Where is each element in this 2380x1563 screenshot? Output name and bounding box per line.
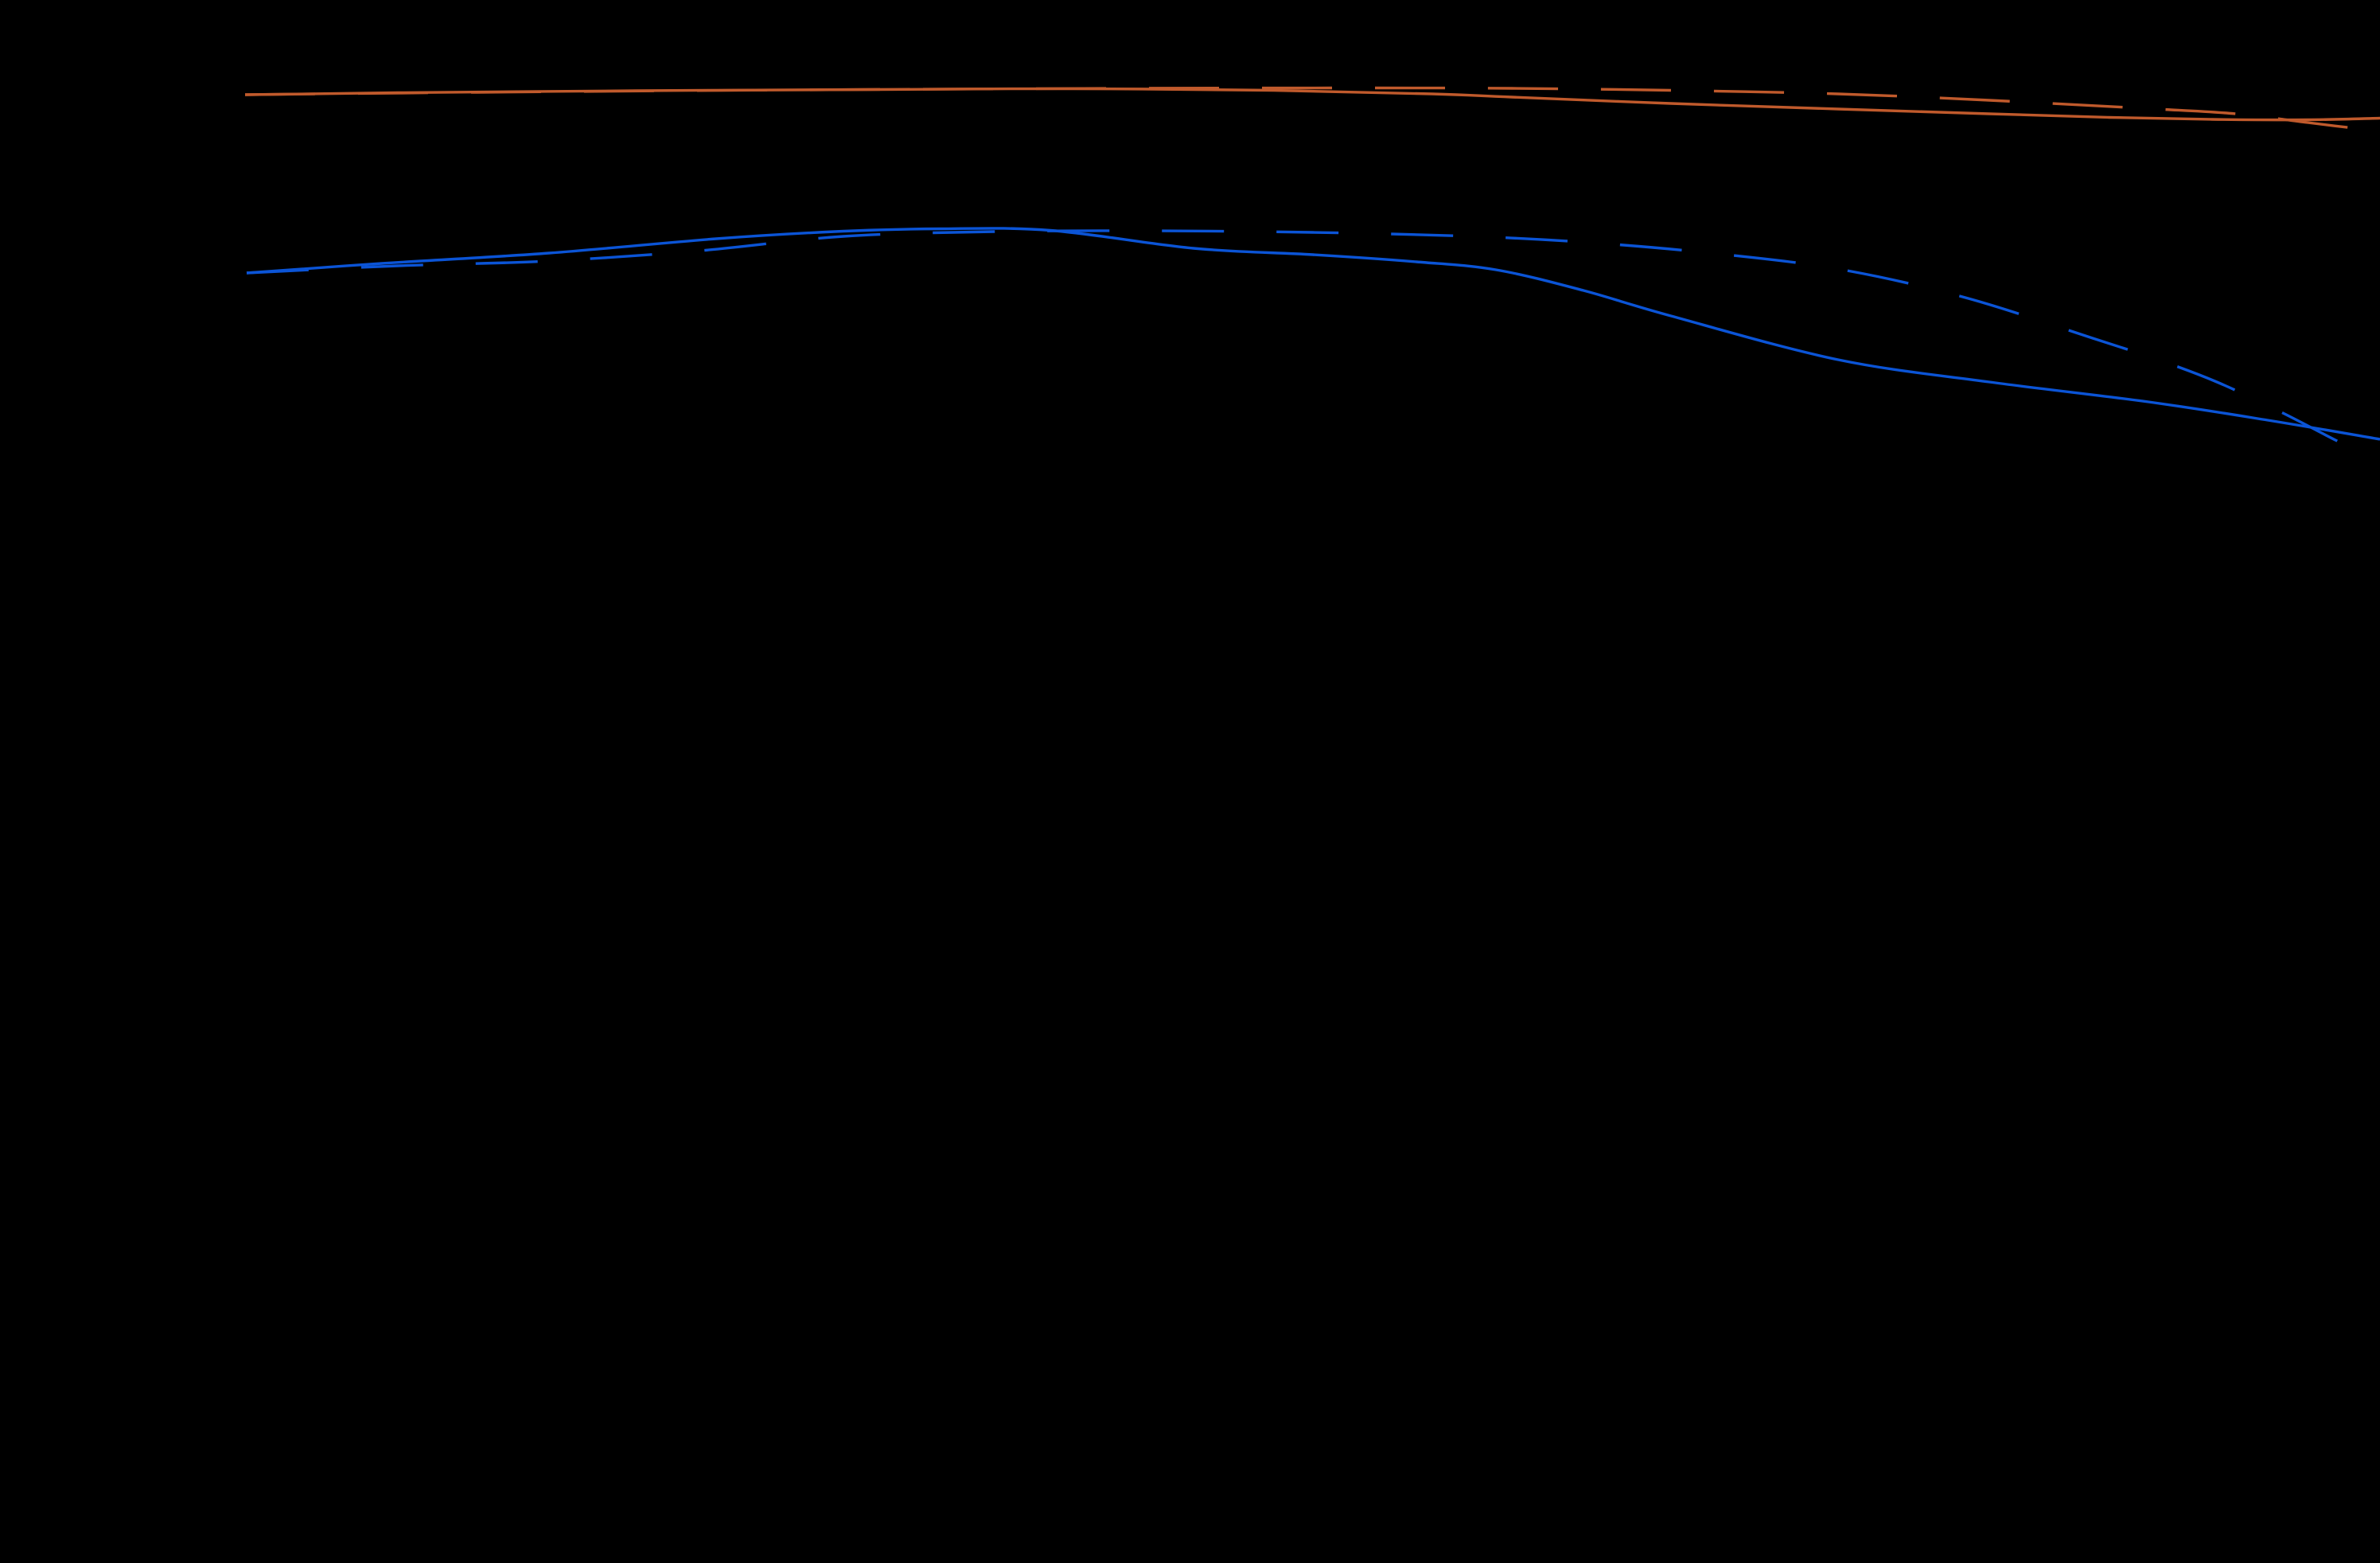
blue-solid-line	[246, 227, 2380, 441]
orange-dashed-line	[244, 86, 2380, 133]
chart-series-group	[244, 86, 2380, 464]
